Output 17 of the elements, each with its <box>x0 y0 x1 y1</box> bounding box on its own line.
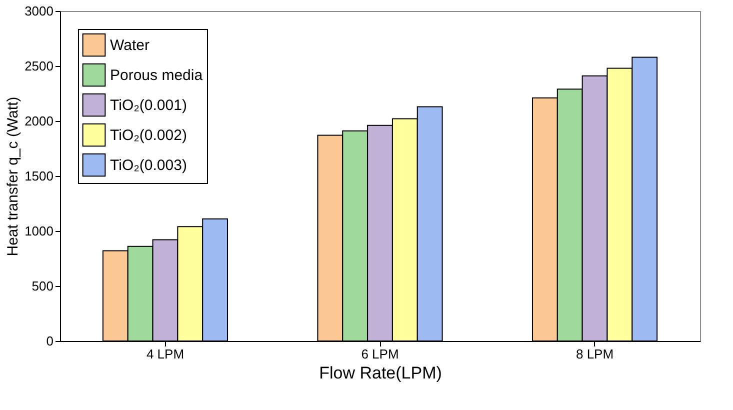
x-axis-title: Flow Rate(LPM) <box>319 364 442 382</box>
x-tick-label: 4 LPM <box>146 346 184 362</box>
y-tick-label: 1500 <box>24 168 54 184</box>
x-tick-label: 6 LPM <box>361 346 399 362</box>
legend-label: TiO₂(0.001) <box>110 97 187 114</box>
y-tick-label: 1000 <box>24 224 54 238</box>
legend-label: Porous media <box>110 67 204 84</box>
legend-label: TiO₂(0.003) <box>110 157 187 174</box>
legend-label: TiO₂(0.002) <box>110 127 187 144</box>
legend-label: Water <box>110 37 150 54</box>
y-tick-label: 0 <box>46 334 54 348</box>
y-axis-title: Heat transfer q_c (Watt) <box>4 96 22 256</box>
y-tick-label: 2000 <box>24 114 54 128</box>
x-tick-label: 8 LPM <box>576 346 614 362</box>
y-tick-label: 2500 <box>24 58 54 74</box>
y-tick-label: 3000 <box>24 4 54 18</box>
y-tick-label: 500 <box>32 278 54 294</box>
